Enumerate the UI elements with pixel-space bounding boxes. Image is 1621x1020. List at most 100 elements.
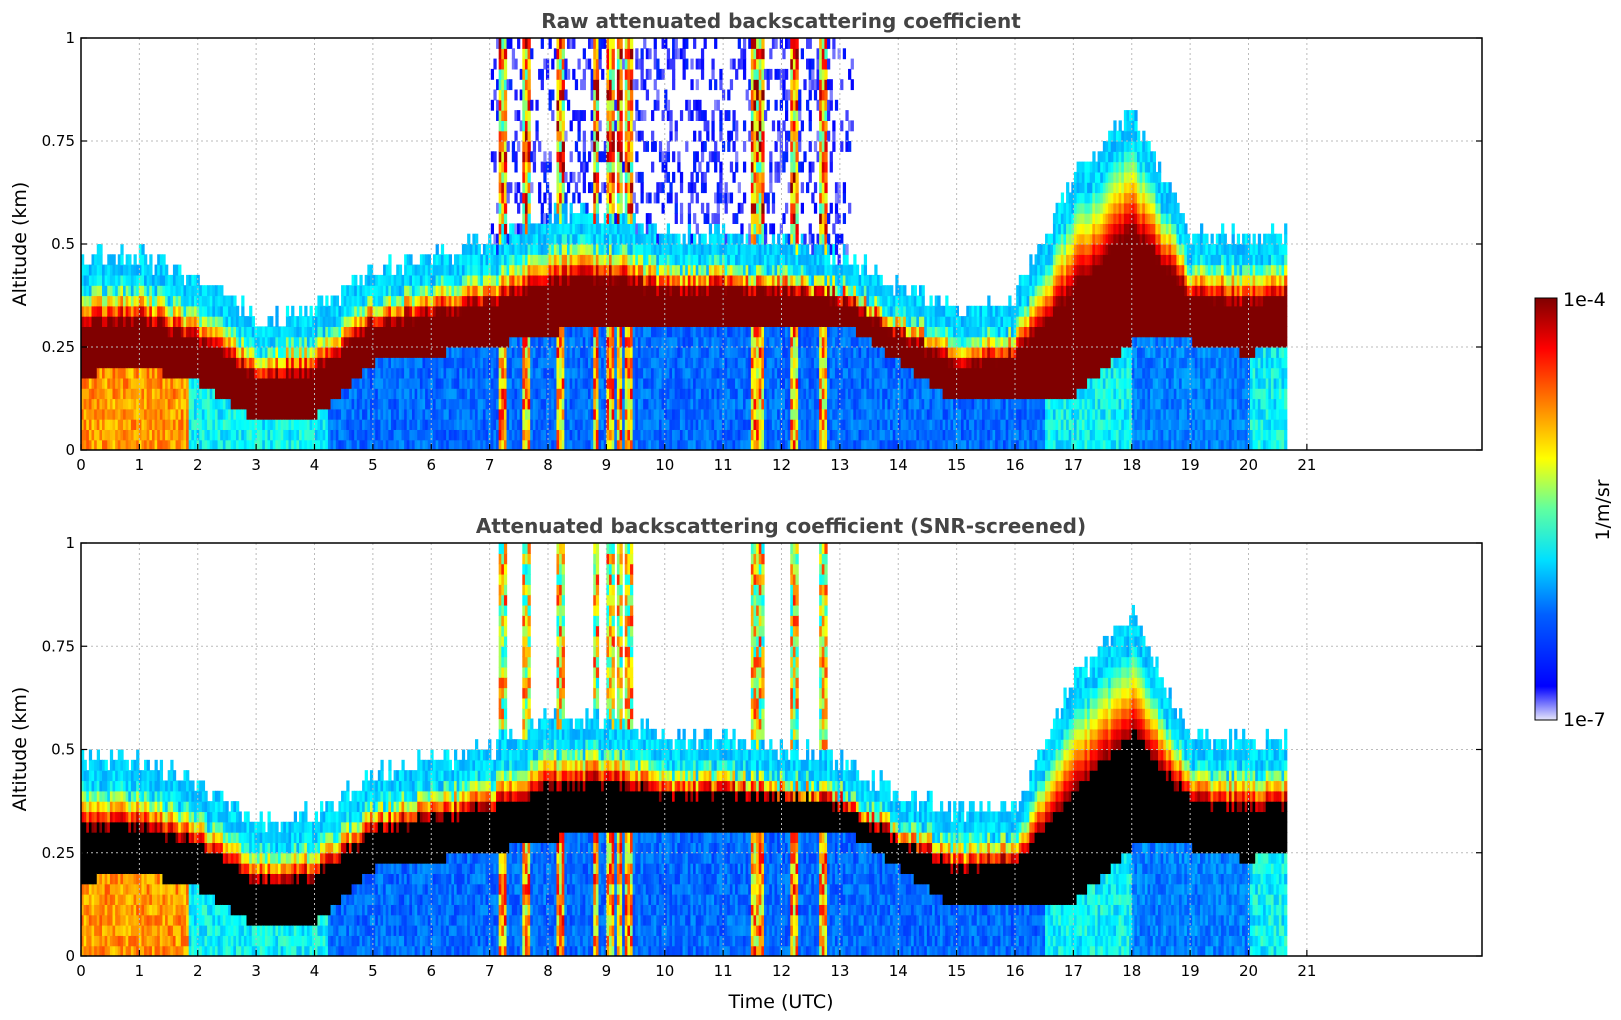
heatmap-cell: [207, 398, 211, 410]
heatmap-cell: [241, 429, 245, 441]
heatmap-cell: [238, 388, 242, 400]
heatmap-cell: [419, 357, 424, 369]
heatmap-cell: [354, 347, 358, 358]
heatmap-cell: [656, 388, 660, 400]
heatmap-cell: [456, 408, 460, 420]
heatmap-cell: [267, 347, 271, 358]
heatmap-cell: [204, 367, 208, 379]
heatmap-cell: [343, 367, 347, 379]
heatmap-cell: [506, 295, 510, 307]
heatmap-cell: [535, 388, 539, 400]
heatmap-cell: [514, 151, 518, 163]
heatmap-cell: [493, 274, 497, 286]
heatmap-cell: [566, 377, 571, 389]
heatmap-cell: [635, 316, 639, 327]
heatmap-cell: [120, 285, 124, 297]
heatmap-cell: [653, 38, 657, 49]
heatmap-cell: [572, 110, 576, 121]
heatmap-cell: [199, 326, 203, 338]
heatmap-cell: [635, 151, 639, 163]
heatmap-cell: [96, 419, 100, 430]
heatmap-cell: [653, 429, 657, 441]
heatmap-cell: [682, 367, 686, 379]
heatmap-cell: [151, 336, 156, 348]
heatmap-cell: [94, 377, 98, 389]
heatmap-cell: [669, 254, 673, 266]
heatmap-cell: [440, 336, 445, 348]
heatmap-cell: [411, 357, 416, 369]
heatmap-cell: [540, 326, 544, 338]
heatmap-cell: [609, 429, 613, 441]
heatmap-cell: [94, 305, 98, 317]
heatmap-cell: [532, 439, 537, 450]
heatmap-cell: [595, 316, 600, 327]
heatmap-cell: [666, 192, 671, 204]
heatmap-cell: [603, 326, 607, 338]
heatmap-cell: [553, 336, 558, 348]
heatmap-cell: [606, 182, 610, 194]
heatmap-cell: [566, 254, 571, 266]
heatmap-cell: [477, 429, 481, 441]
heatmap-cell: [519, 388, 523, 400]
heatmap-cell: [624, 233, 628, 245]
heatmap-cell: [566, 336, 571, 348]
heatmap-cell: [186, 347, 190, 358]
heatmap-cell: [162, 419, 166, 430]
heatmap-cell: [669, 244, 673, 255]
heatmap-cell: [467, 254, 471, 266]
heatmap-cell: [509, 377, 513, 389]
heatmap-cell: [377, 295, 382, 307]
heatmap-cell: [383, 439, 387, 450]
heatmap-cell: [682, 244, 686, 255]
heatmap-cell: [477, 357, 481, 369]
heatmap-cell: [304, 377, 308, 389]
heatmap-cell: [561, 171, 565, 183]
heatmap-cell: [645, 141, 650, 152]
heatmap-cell: [225, 336, 229, 348]
heatmap-cell: [587, 316, 592, 327]
heatmap-cell: [214, 295, 219, 307]
heatmap-cell: [595, 305, 600, 317]
heatmap-cell: [598, 38, 602, 49]
heatmap-cell: [524, 233, 529, 245]
heatmap-cell: [388, 367, 392, 379]
heatmap-cell: [425, 347, 429, 358]
heatmap-cell: [367, 264, 371, 276]
heatmap-cell: [656, 377, 660, 389]
heatmap-cell: [380, 419, 384, 430]
heatmap-cell: [107, 326, 111, 338]
heatmap-cell: [451, 398, 455, 410]
heatmap-cell: [320, 316, 324, 327]
heatmap-cell: [372, 439, 376, 450]
heatmap-cell: [159, 295, 164, 307]
heatmap-cell: [685, 264, 689, 276]
heatmap-cell: [574, 233, 579, 245]
heatmap-cell: [128, 439, 132, 450]
heatmap-cell: [396, 295, 400, 307]
heatmap-cell: [430, 264, 434, 276]
heatmap-cell: [524, 110, 529, 121]
heatmap-cell: [109, 408, 114, 420]
heatmap-cell: [601, 429, 605, 441]
heatmap-cell: [501, 120, 505, 132]
heatmap-cell: [656, 367, 660, 379]
heatmap-cell: [230, 316, 234, 327]
heatmap-cell: [377, 439, 382, 450]
heatmap-cell: [501, 254, 505, 266]
heatmap-cell: [209, 439, 213, 450]
heatmap-cell: [251, 367, 255, 379]
heatmap-cell: [616, 305, 621, 317]
heatmap-cell: [259, 419, 263, 430]
heatmap-cell: [327, 439, 332, 450]
heatmap-cell: [372, 398, 376, 410]
heatmap-cell: [454, 305, 458, 317]
heatmap-cell: [404, 347, 408, 358]
heatmap-cell: [603, 182, 607, 194]
heatmap-cell: [335, 388, 340, 400]
heatmap-cell: [524, 305, 529, 317]
heatmap-cell: [178, 388, 182, 400]
heatmap-cell: [154, 408, 158, 420]
heatmap-cell: [630, 367, 634, 379]
heatmap-cell: [627, 48, 631, 60]
heatmap-cell: [133, 305, 137, 317]
